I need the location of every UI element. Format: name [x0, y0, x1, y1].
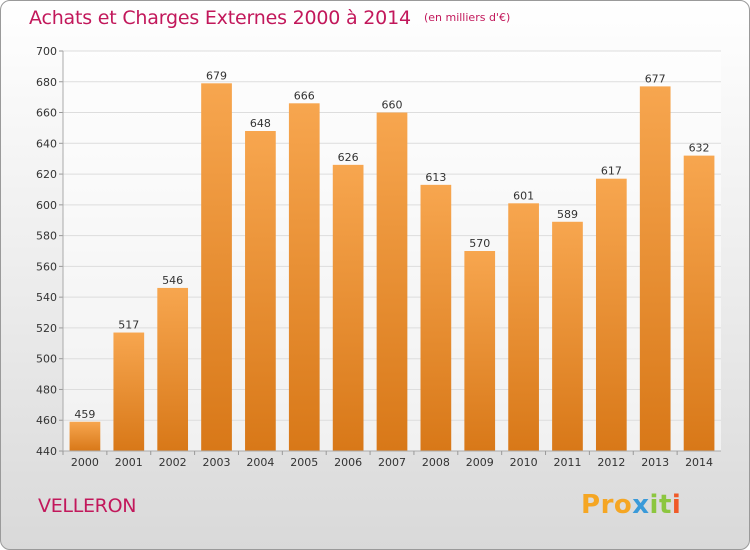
y-tick-label: 440 [36, 445, 57, 458]
y-tick-label: 460 [36, 414, 57, 427]
bar-2001 [113, 332, 145, 451]
data-label: 617 [601, 165, 622, 178]
x-tick-label: 2003 [203, 456, 231, 469]
data-label: 613 [425, 171, 446, 184]
data-label: 546 [162, 274, 183, 287]
bar-2000 [69, 421, 101, 451]
bar-2014 [683, 155, 715, 451]
bar-2002 [157, 287, 189, 451]
data-label: 517 [118, 319, 139, 332]
bar-2005 [288, 103, 320, 452]
y-tick-label: 480 [36, 383, 57, 396]
data-label: 632 [689, 142, 710, 155]
commune-name: VELLERON [38, 495, 137, 517]
y-tick-label: 700 [36, 45, 57, 58]
bars [69, 83, 715, 452]
y-tick-label: 620 [36, 168, 57, 181]
bar-2013 [639, 86, 671, 451]
chart-title: Achats et Charges Externes 2000 à 2014 [29, 7, 411, 29]
y-axis: 440 460 480 500 520 540 560 580 600 620 640 660 680 7… [36, 45, 64, 458]
x-tick-label: 2006 [334, 456, 362, 469]
y-tick-label: 540 [36, 291, 57, 304]
data-label: 666 [294, 89, 315, 102]
data-label: 589 [557, 208, 578, 221]
bar-2012 [595, 178, 627, 451]
y-tick-label: 560 [36, 260, 57, 273]
data-labels: 459 517 546 679 648 666 626 660 613 570 601 589 617 6… [74, 69, 709, 420]
data-label: 648 [250, 117, 271, 130]
title-block: Achats et Charges Externes 2000 à 2014 (… [29, 7, 510, 29]
x-tick-label: 2000 [71, 456, 99, 469]
bar-2003 [201, 83, 232, 452]
data-label: 626 [338, 151, 359, 164]
x-tick-label: 2013 [641, 456, 669, 469]
x-tick-label: 2005 [290, 456, 318, 469]
data-label: 660 [382, 99, 403, 112]
bar-2007 [376, 112, 408, 452]
x-tick-label: 2014 [685, 456, 713, 469]
bar-2009 [464, 251, 496, 451]
y-tick-label: 640 [36, 137, 57, 150]
y-tick-label: 580 [36, 230, 57, 243]
proxiti-logo: Proxiti [581, 490, 682, 520]
bar-2010 [508, 203, 539, 451]
y-tick-label: 680 [36, 76, 57, 89]
bar-2004 [245, 131, 276, 451]
y-tick-label: 660 [36, 107, 57, 120]
data-label: 601 [513, 189, 534, 202]
x-tick-label: 2010 [510, 456, 538, 469]
chart-unit: (en milliers d'€) [423, 11, 511, 24]
bar-2006 [332, 164, 364, 451]
x-tick-label: 2012 [597, 456, 625, 469]
data-label: 679 [206, 69, 227, 82]
y-tick-label: 520 [36, 322, 57, 335]
x-tick-label: 2004 [246, 456, 274, 469]
x-tick-label: 2011 [553, 456, 581, 469]
x-tick-label: 2008 [422, 456, 450, 469]
x-tick-label: 2007 [378, 456, 406, 469]
y-tick-label: 500 [36, 353, 57, 366]
bar-2008 [420, 184, 452, 451]
x-tick-label: 2009 [466, 456, 494, 469]
bar-2011 [552, 221, 583, 451]
x-axis: 2000 2001 2002 2003 2004 2005 2006 2007 2008 2009… [62, 450, 721, 469]
y-tick-label: 600 [36, 199, 57, 212]
x-tick-label: 2001 [115, 456, 143, 469]
data-label: 677 [645, 72, 666, 85]
data-label: 459 [74, 408, 95, 421]
data-label: 570 [469, 237, 490, 250]
x-tick-label: 2002 [159, 456, 187, 469]
